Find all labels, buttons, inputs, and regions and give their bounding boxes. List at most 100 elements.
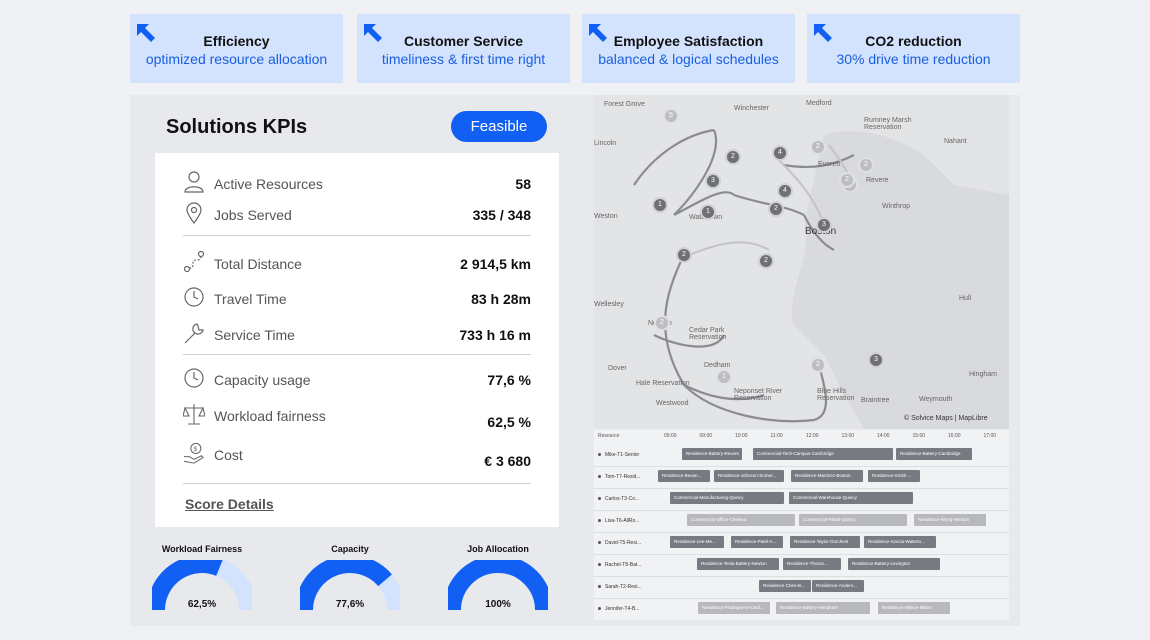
gantt-job-bar[interactable]: Residence-Battery-Revere (682, 448, 742, 460)
map-label: Blue Hills Reservation (817, 388, 855, 402)
gantt-job-bar[interactable]: Residence-Battery-Lexington (848, 558, 940, 570)
gantt-job-bar[interactable]: Residence-Bevan... (658, 470, 710, 482)
gantt-header: Resource (598, 433, 620, 439)
kpi-label: Cost (214, 447, 243, 463)
map-label: Weymouth (919, 396, 953, 403)
map-cluster-marker[interactable]: 4 (777, 183, 793, 199)
resource-dot-icon (598, 585, 601, 589)
map-cluster-marker[interactable]: 3 (816, 217, 832, 233)
gantt-resource-label[interactable]: Carlos-T3-Co... (598, 496, 639, 502)
gantt-job-bar[interactable]: Commercial-Manufacturing-Quincy (670, 492, 784, 504)
gantt-job-bar[interactable]: Residence-Wilson-Milton (878, 602, 950, 614)
map-cluster-marker[interactable]: 2 (654, 315, 670, 331)
gantt-job-bar[interactable]: Commercial-Warehouse-Quincy (789, 492, 913, 504)
map-cluster-marker[interactable]: 2 (810, 139, 826, 155)
map-attribution: © Solvice Maps | MapLibre (904, 415, 988, 422)
map-cluster-marker[interactable]: 5 (663, 108, 679, 124)
map-cluster-marker[interactable]: 2 (758, 253, 774, 269)
gantt-resource-label[interactable]: Mike-T1-Senior (598, 452, 639, 458)
benefit-subtitle: 30% drive time reduction (836, 51, 991, 67)
gantt-resource-label[interactable]: Lisa-T6-AllRo... (598, 518, 639, 524)
gantt-job-bar[interactable]: Residence-Tesla-Battery-Newton (697, 558, 779, 570)
map-cluster-marker[interactable]: 2 (768, 201, 784, 217)
gantt-time-label: 17:00 (983, 433, 997, 439)
map-cluster-marker[interactable]: 1 (700, 204, 716, 220)
kpi-value: 62,5 % (487, 414, 531, 430)
kpi-label: Total Distance (214, 256, 302, 272)
map-cluster-marker[interactable]: 4 (772, 145, 788, 161)
map-label: Braintree (861, 397, 890, 404)
gantt-job-bar[interactable]: Residence-Thoma... (783, 558, 841, 570)
map-cluster-marker[interactable]: 3 (705, 173, 721, 189)
map-cluster-marker[interactable]: 1 (652, 197, 668, 213)
gantt-row-divider (594, 598, 1009, 599)
benefit-title: CO2 reduction (865, 33, 962, 49)
gantt-job-bar[interactable]: Commercial-Tech-Campus-Cambridge (753, 448, 893, 460)
map-label: Cedar Park Reservation (689, 327, 727, 341)
benefit-efficiency: Efficiency optimized resource allocation (130, 14, 343, 83)
kpi-card (155, 153, 559, 527)
map-cluster-marker[interactable]: 2 (858, 157, 874, 173)
benefit-subtitle: timeliness & first time right (381, 51, 546, 67)
benefit-subtitle: balanced & logical schedules (598, 51, 779, 67)
gantt-job-bar[interactable]: Residence-Johnson-Somer... (714, 470, 784, 482)
kpi-divider (183, 483, 531, 484)
gantt-job-bar[interactable]: Residence-Battery-Cambridge (896, 448, 972, 460)
map-cluster-marker[interactable]: 2 (676, 247, 692, 263)
gantt-job-bar[interactable]: Commercial-Office-Chelsea (687, 514, 795, 526)
kpi-value: 733 h 16 m (459, 327, 531, 343)
gantt-resource-label[interactable]: Sarah-T2-Resi... (598, 584, 642, 590)
gantt-job-bar[interactable]: Residence-Findingness-Cedi... (698, 602, 770, 614)
kpi-label: Service Time (214, 327, 295, 343)
gauge-fill (152, 560, 223, 611)
map-cluster-marker[interactable]: 2 (810, 357, 826, 373)
arrow-up-left-icon (137, 24, 155, 42)
kpi-value: 335 / 348 (472, 207, 531, 223)
gauge-title: Capacity (331, 544, 369, 554)
schedule-gantt[interactable]: Resource 09:00 09:00 10:00 11:00 12:00 13:00 1… (594, 430, 1009, 620)
map-label: Nahant (944, 138, 967, 145)
gantt-resource-label[interactable]: Jennifer-T4-B... (598, 606, 639, 612)
arrow-up-left-icon (364, 24, 382, 42)
resource-dot-icon (598, 607, 601, 611)
gauge-chart (152, 560, 252, 611)
kpi-row-capacity-usage: Capacity usage 77,6 % (183, 366, 531, 392)
gantt-job-bar[interactable]: Residence-Taylor-Dorchest (790, 536, 860, 548)
map-cluster-marker[interactable]: 1 (716, 369, 732, 385)
gantt-job-bar[interactable]: Residence-Martinez-Boston (791, 470, 863, 482)
resource-dot-icon (598, 475, 601, 479)
gauge-workload-fairness: Workload Fairness 62,5% (147, 540, 257, 612)
gantt-job-bar[interactable]: Residence-Smith-... (868, 470, 920, 482)
gantt-job-bar[interactable]: Residence-Chen-B... (759, 580, 811, 592)
gantt-resource-label[interactable]: David-T5-Resi... (598, 540, 641, 546)
map-label: Wellesley (594, 301, 624, 308)
gantt-job-bar[interactable]: Residence-Garcia-Waterto... (864, 536, 936, 548)
gantt-job-bar[interactable]: Residence-Patel-A... (731, 536, 783, 548)
water-area (791, 131, 1009, 429)
gantt-row-divider (594, 466, 1009, 467)
gantt-job-bar[interactable]: Residence-Battery-Needham (776, 602, 870, 614)
clock-icon (184, 287, 204, 307)
map-cluster-marker[interactable]: 2 (839, 172, 855, 188)
score-details-link[interactable]: Score Details (185, 496, 274, 512)
gantt-row-divider (594, 576, 1009, 577)
gantt-job-bar[interactable]: Residence-Anders... (812, 580, 864, 592)
gantt-job-bar[interactable]: Residence-Lee-Me... (670, 536, 724, 548)
benefit-subtitle: optimized resource allocation (145, 51, 328, 67)
gantt-time-label: 11:00 (770, 433, 783, 439)
kpi-row-travel-time: Travel Time 83 h 28m (183, 285, 531, 311)
gantt-resource-label[interactable]: Rachel-T8-Bat... (598, 562, 641, 568)
map-label: Hale Reservation (636, 380, 690, 387)
gantt-job-bar[interactable]: Commercial-Retail-Quincy (799, 514, 907, 526)
map-cluster-marker[interactable]: 2 (725, 149, 741, 165)
feasible-status-button[interactable]: Feasible (451, 111, 547, 142)
resource-dot-icon (598, 541, 601, 545)
gauge-title: Workload Fairness (161, 544, 243, 554)
map-cluster-marker[interactable]: 3 (868, 352, 884, 368)
map-label: Lincoln (594, 140, 617, 147)
map-label: Weston (594, 213, 618, 220)
gantt-job-bar[interactable]: Residence-Wong-Weston (914, 514, 986, 526)
benefit-customer-service: Customer Service timeliness & first time… (357, 14, 570, 83)
gantt-resource-label[interactable]: Tom-T7-Resid... (598, 474, 641, 480)
route-map[interactable]: Forest Grove Winchester Medford Lincoln … (594, 95, 1009, 429)
